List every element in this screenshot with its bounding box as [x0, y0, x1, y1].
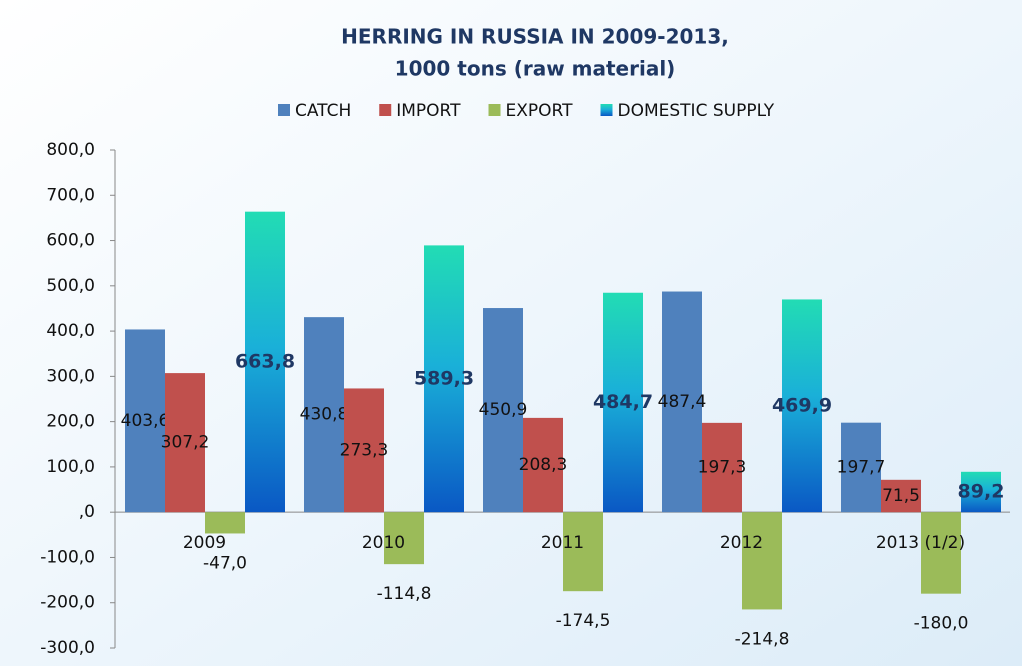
x-tick-label: 2011 [541, 533, 584, 553]
bar [424, 245, 464, 513]
legend-label: CATCH [295, 101, 351, 121]
data-label: -47,0 [203, 553, 247, 573]
legend-swatch [379, 104, 392, 116]
data-label: 208,3 [519, 455, 568, 475]
y-tick-label: ,0 [79, 502, 95, 522]
bar [523, 417, 563, 513]
legend-label: EXPORT [506, 101, 574, 121]
legend-label: IMPORT [396, 101, 461, 121]
bar [125, 329, 165, 513]
data-label: 469,9 [772, 394, 832, 416]
bar [245, 211, 285, 513]
bar [384, 512, 424, 565]
y-tick-label: 700,0 [46, 185, 95, 205]
data-label: 273,3 [340, 440, 389, 460]
bar [165, 373, 205, 513]
y-tick-label: 800,0 [46, 140, 95, 160]
chart-title: HERRING IN RUSSIA IN 2009-2013, [341, 25, 729, 49]
bar [662, 291, 702, 513]
y-tick-label: 200,0 [46, 412, 95, 432]
x-tick-label: 2013 (1/2) [876, 533, 965, 553]
bar [881, 479, 921, 513]
y-tick-label: -300,0 [40, 638, 95, 658]
data-label: 403,6 [121, 411, 170, 431]
bar [603, 292, 643, 513]
bar [483, 308, 523, 513]
y-tick-label: 100,0 [46, 457, 95, 477]
bar [961, 471, 1001, 513]
data-label: 71,5 [882, 486, 920, 506]
legend-swatch [278, 104, 290, 116]
bar [563, 512, 603, 592]
data-label: -114,8 [377, 584, 432, 604]
data-label: 484,7 [593, 391, 653, 413]
data-label: -174,5 [556, 611, 611, 631]
bar [702, 422, 742, 513]
data-label: 487,4 [658, 392, 707, 412]
bar [344, 388, 384, 513]
bar [304, 317, 344, 513]
bar [841, 422, 881, 513]
x-tick-label: 2010 [362, 533, 405, 553]
data-label: -214,8 [735, 629, 790, 649]
data-label: 307,2 [161, 433, 210, 453]
data-label: 197,7 [837, 457, 886, 477]
chart-title: 1000 tons (raw material) [395, 57, 676, 81]
legend-swatch [600, 104, 613, 116]
y-tick-label: 600,0 [46, 231, 95, 251]
legend-swatch [488, 104, 501, 116]
y-tick-label: -100,0 [40, 547, 95, 567]
y-tick-label: -200,0 [40, 593, 95, 613]
data-label: 663,8 [235, 350, 295, 372]
data-label: 589,3 [414, 367, 474, 389]
data-label: 450,9 [479, 400, 528, 420]
x-tick-label: 2009 [183, 533, 226, 553]
y-tick-label: 300,0 [46, 366, 95, 386]
bar [782, 299, 822, 513]
bar [205, 512, 245, 534]
data-label: 89,2 [958, 480, 1005, 502]
data-label: -180,0 [914, 614, 969, 634]
y-tick-label: 500,0 [46, 276, 95, 296]
bar [921, 512, 961, 594]
legend-label: DOMESTIC SUPPLY [618, 101, 775, 121]
y-tick-label: 400,0 [46, 321, 95, 341]
data-label: 430,8 [300, 405, 349, 425]
data-label: 197,3 [698, 458, 747, 478]
x-tick-label: 2012 [720, 533, 763, 553]
bar [742, 512, 782, 610]
